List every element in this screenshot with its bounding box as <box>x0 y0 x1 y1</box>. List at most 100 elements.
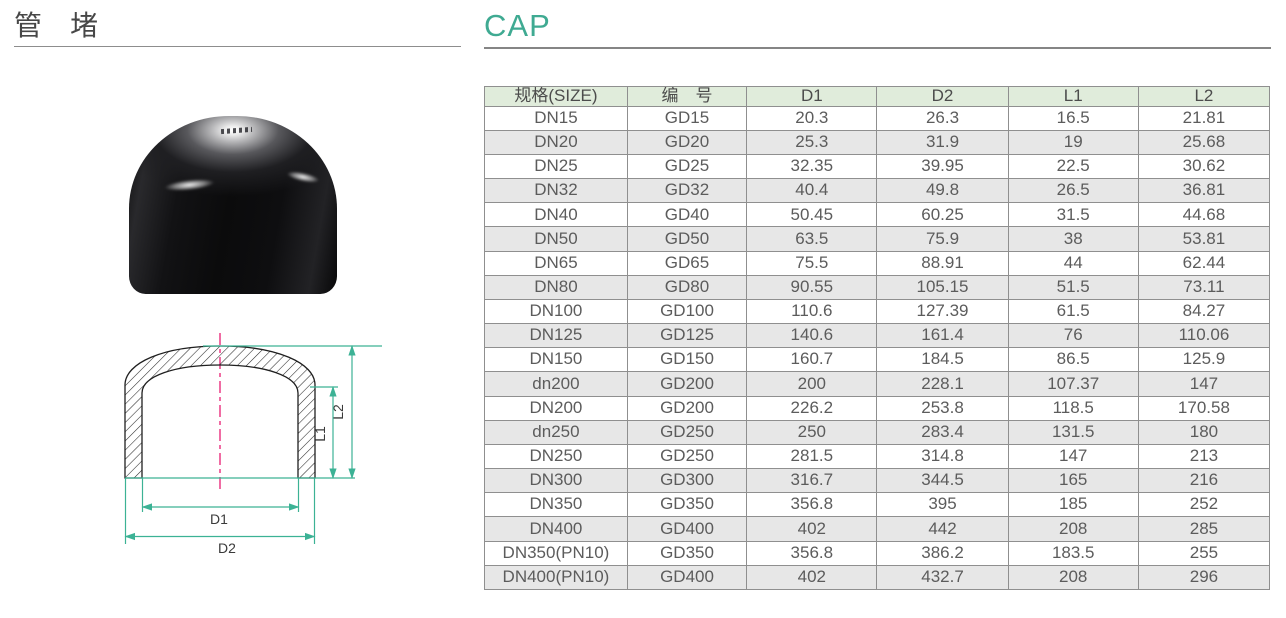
table-row: DN50 GD50 63.5 75.9 38 53.81 <box>484 226 1271 252</box>
table-row: dn200 GD200 200 228.1 107.37 147 <box>484 371 1271 397</box>
table-cell: GD80 <box>626 274 748 300</box>
table-cell: 356.8 <box>746 540 878 566</box>
table-cell: 356.8 <box>746 492 878 518</box>
table-cell: 118.5 <box>1007 395 1139 421</box>
table-cell: GD200 <box>626 395 748 421</box>
table-row: DN150 GD150 160.7 184.5 86.5 125.9 <box>484 347 1271 373</box>
table-row: DN350(PN10) GD350 356.8 386.2 183.5 255 <box>484 540 1271 566</box>
table-cell: 226.2 <box>746 395 878 421</box>
table-cell: 442 <box>876 516 1009 542</box>
table-cell: DN80 <box>484 274 628 300</box>
table-cell: GD50 <box>626 226 748 252</box>
table-cell: 131.5 <box>1007 419 1139 445</box>
column-header: 编 号 <box>626 86 748 107</box>
table-cell: 180 <box>1137 419 1271 445</box>
table-cell: GD25 <box>626 153 748 180</box>
table-cell: 402 <box>746 516 878 542</box>
dim-label-d2: D2 <box>218 540 236 556</box>
table-row: DN80 GD80 90.55 105.15 51.5 73.11 <box>484 274 1271 300</box>
table-cell: 75.5 <box>746 250 878 276</box>
table-cell: 39.95 <box>876 153 1009 180</box>
table-cell: 73.11 <box>1137 274 1271 300</box>
table-cell: 110.06 <box>1137 323 1271 349</box>
table-cell: GD250 <box>626 443 748 470</box>
product-photo <box>129 116 337 294</box>
table-cell: DN200 <box>484 395 628 421</box>
table-cell: 26.5 <box>1007 178 1139 204</box>
table-cell: dn250 <box>484 419 628 445</box>
table-cell: 432.7 <box>876 564 1009 591</box>
table-cell: DN350(PN10) <box>484 540 628 566</box>
spec-table: 规格(SIZE) 编 号 D1 D2 L1 L2 DN15 GD15 20.3 26.3 16.5… <box>484 86 1271 591</box>
table-cell: DN250 <box>484 443 628 470</box>
column-header: D2 <box>876 86 1009 107</box>
table-cell: GD15 <box>626 105 748 131</box>
table-cell: 20.3 <box>746 105 878 131</box>
table-row: DN20 GD20 25.3 31.9 19 25.68 <box>484 129 1271 156</box>
table-row: DN400(PN10) GD400 402 432.7 208 296 <box>484 564 1271 591</box>
table-cell: DN40 <box>484 202 628 228</box>
table-cell: 250 <box>746 419 878 445</box>
dimension-lines <box>124 344 382 544</box>
dim-label-l2: L2 <box>330 404 346 420</box>
column-header: L1 <box>1007 86 1139 107</box>
table-cell: 44.68 <box>1137 202 1271 228</box>
table-row: DN300 GD300 316.7 344.5 165 216 <box>484 468 1271 494</box>
table-cell: DN125 <box>484 323 628 349</box>
table-cell: DN25 <box>484 153 628 180</box>
table-cell: 165 <box>1007 468 1139 494</box>
table-cell: 314.8 <box>876 443 1009 470</box>
table-cell: DN15 <box>484 105 628 131</box>
table-cell: 21.81 <box>1137 105 1271 131</box>
table-cell: 185 <box>1007 492 1139 518</box>
table-cell: 76 <box>1007 323 1139 349</box>
table-cell: 208 <box>1007 564 1139 591</box>
table-header-row: 规格(SIZE) 编 号 D1 D2 L1 L2 <box>484 86 1271 107</box>
table-cell: 147 <box>1137 371 1271 397</box>
table-row: DN65 GD65 75.5 88.91 44 62.44 <box>484 250 1271 276</box>
table-cell: 110.6 <box>746 298 878 325</box>
table-cell: 53.81 <box>1137 226 1271 252</box>
table-cell: GD150 <box>626 347 748 373</box>
table-cell: 40.4 <box>746 178 878 204</box>
table-cell: GD125 <box>626 323 748 349</box>
table-cell: 213 <box>1137 443 1271 470</box>
table-cell: 316.7 <box>746 468 878 494</box>
table-cell: DN150 <box>484 347 628 373</box>
table-row: DN125 GD125 140.6 161.4 76 110.06 <box>484 323 1271 349</box>
table-cell: 105.15 <box>876 274 1009 300</box>
table-cell: 252 <box>1137 492 1271 518</box>
table-cell: 25.3 <box>746 129 878 156</box>
table-cell: 90.55 <box>746 274 878 300</box>
table-cell: 140.6 <box>746 323 878 349</box>
table-cell: GD400 <box>626 564 748 591</box>
table-cell: GD350 <box>626 492 748 518</box>
page-title-en: CAP <box>484 8 551 43</box>
dim-label-d1: D1 <box>210 511 228 527</box>
table-row: DN40 GD40 50.45 60.25 31.5 44.68 <box>484 202 1271 228</box>
table-cell: GD65 <box>626 250 748 276</box>
table-cell: 32.35 <box>746 153 878 180</box>
table-cell: 44 <box>1007 250 1139 276</box>
table-cell: GD20 <box>626 129 748 156</box>
dim-label-l1: L1 <box>312 426 328 442</box>
table-cell: 107.37 <box>1007 371 1139 397</box>
table-cell: 75.9 <box>876 226 1009 252</box>
page-title-cn: 管 堵 <box>14 10 99 41</box>
table-cell: 63.5 <box>746 226 878 252</box>
table-cell: 51.5 <box>1007 274 1139 300</box>
table-row: DN25 GD25 32.35 39.95 22.5 30.62 <box>484 153 1271 180</box>
table-row: DN32 GD32 40.4 49.8 26.5 36.81 <box>484 178 1271 204</box>
table-cell: DN65 <box>484 250 628 276</box>
table-cell: 283.4 <box>876 419 1009 445</box>
table-row: DN15 GD15 20.3 26.3 16.5 21.81 <box>484 105 1271 131</box>
table-cell: 200 <box>746 371 878 397</box>
left-title-rule <box>14 46 461 47</box>
table-cell: GD350 <box>626 540 748 566</box>
column-header: D1 <box>746 86 878 107</box>
table-cell: DN400 <box>484 516 628 542</box>
table-cell: 183.5 <box>1007 540 1139 566</box>
table-cell: GD400 <box>626 516 748 542</box>
column-header: 规格(SIZE) <box>484 86 628 107</box>
table-cell: 50.45 <box>746 202 878 228</box>
